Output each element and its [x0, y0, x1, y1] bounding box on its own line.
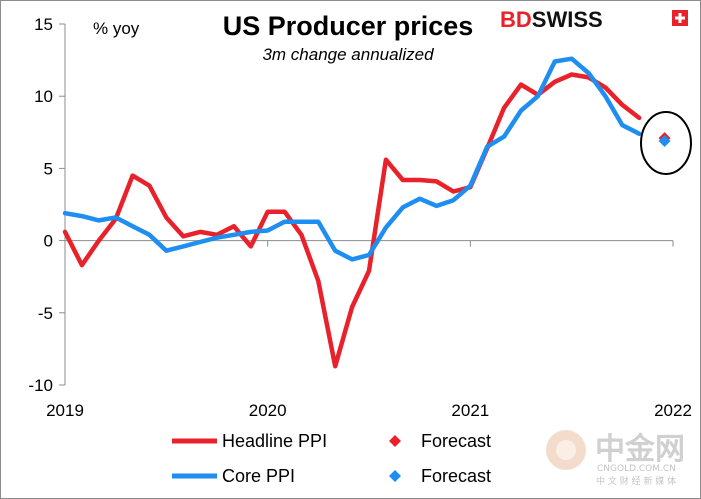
chart-title: US Producer prices: [223, 11, 474, 41]
legend-label: Core PPI: [222, 466, 295, 486]
watermark: 中金网 CNGOLD.COM.CN 中 文 财 经 新 媒 体: [546, 430, 685, 487]
legend: Headline PPI Forecast Core PPI Forecast: [172, 431, 491, 486]
y-tick-label: -5: [38, 304, 53, 323]
watermark-logo-inner: [556, 440, 576, 460]
legend-label: Forecast: [421, 431, 491, 451]
x-tick-label: 2022: [654, 401, 692, 420]
legend-label: Headline PPI: [222, 431, 327, 451]
watermark-site: CNGOLD.COM.CN: [597, 464, 676, 474]
forecast-highlight-circle: [640, 111, 692, 175]
core-ppi-line: [62, 56, 642, 262]
series-layer: [62, 56, 671, 369]
y-tick-label: 15: [34, 15, 53, 34]
y-tick-label: 5: [44, 159, 53, 178]
y-tick-label: 10: [34, 87, 53, 106]
chart-subtitle: 3m change annualized: [262, 45, 434, 64]
x-tick-label: 2019: [46, 401, 84, 420]
legend-diamond-swatch: [389, 470, 401, 482]
brand-cross-icon: [675, 13, 685, 23]
legend-label: Forecast: [421, 466, 491, 486]
axes: 15 10 5 0 -5 -10 2019 2020 2021 2022: [28, 15, 691, 420]
y-tick-label: -10: [28, 376, 53, 395]
y-tick-label: 0: [44, 232, 53, 251]
y-axis-unit: % yoy: [93, 19, 140, 38]
brand-logo: BDSWISS: [500, 7, 688, 32]
x-tick-label: 2020: [249, 401, 287, 420]
x-tick-label: 2021: [451, 401, 489, 420]
watermark-text: 中金网: [595, 432, 685, 467]
core-forecast-point: [658, 134, 671, 147]
brand-text: BDSWISS: [500, 7, 603, 32]
watermark-tagline: 中 文 财 经 新 媒 体: [596, 475, 676, 487]
headline-ppi-line: [62, 72, 642, 369]
legend-diamond-swatch: [389, 435, 401, 447]
